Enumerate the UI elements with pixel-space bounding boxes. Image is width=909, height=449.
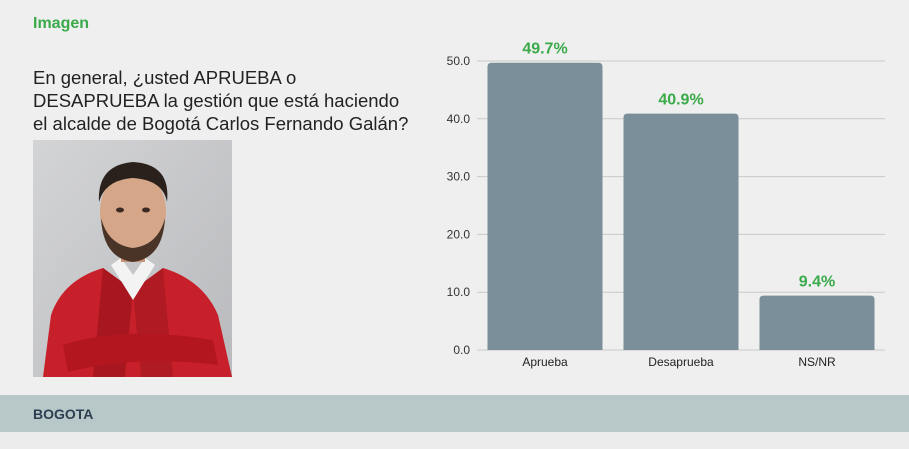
- x-category-label: Aprueba: [522, 355, 568, 369]
- y-tick-label: 20.0: [447, 227, 471, 241]
- section-title: Imagen: [33, 15, 90, 32]
- y-tick-label: 0.0: [453, 343, 470, 357]
- y-tick-label: 30.0: [447, 170, 471, 184]
- survey-question: En general, ¿usted APRUEBA o DESAPRUEBA …: [33, 67, 409, 134]
- mayor-photo: [33, 140, 232, 377]
- y-tick-label: 10.0: [447, 285, 471, 299]
- footer-label: BOGOTA: [33, 406, 94, 422]
- chart-canvas: 0.0 10.0 20.0 30.0 40.0 50.0 49.7% Aprueba 40.9%…: [447, 41, 885, 369]
- x-category-label: Desaprueba: [648, 355, 714, 369]
- bar-value-label: 40.9%: [658, 92, 703, 109]
- y-tick-label: 40.0: [447, 112, 471, 126]
- footer-band: BOGOTA: [0, 395, 909, 432]
- bar-desaprueba: [623, 113, 739, 351]
- bottom-strip: [0, 432, 909, 449]
- bar-aprueba: [487, 62, 603, 350]
- bar-nsnr: [759, 295, 875, 350]
- bar-value-label: 9.4%: [799, 274, 835, 291]
- bar-value-label: 49.7%: [522, 41, 567, 58]
- y-tick-label: 50.0: [447, 54, 471, 68]
- approval-bar-chart: 0.0 10.0 20.0 30.0 40.0 50.0 49.7% Aprueba 40.9%…: [440, 30, 890, 380]
- x-category-label: NS/NR: [798, 355, 836, 369]
